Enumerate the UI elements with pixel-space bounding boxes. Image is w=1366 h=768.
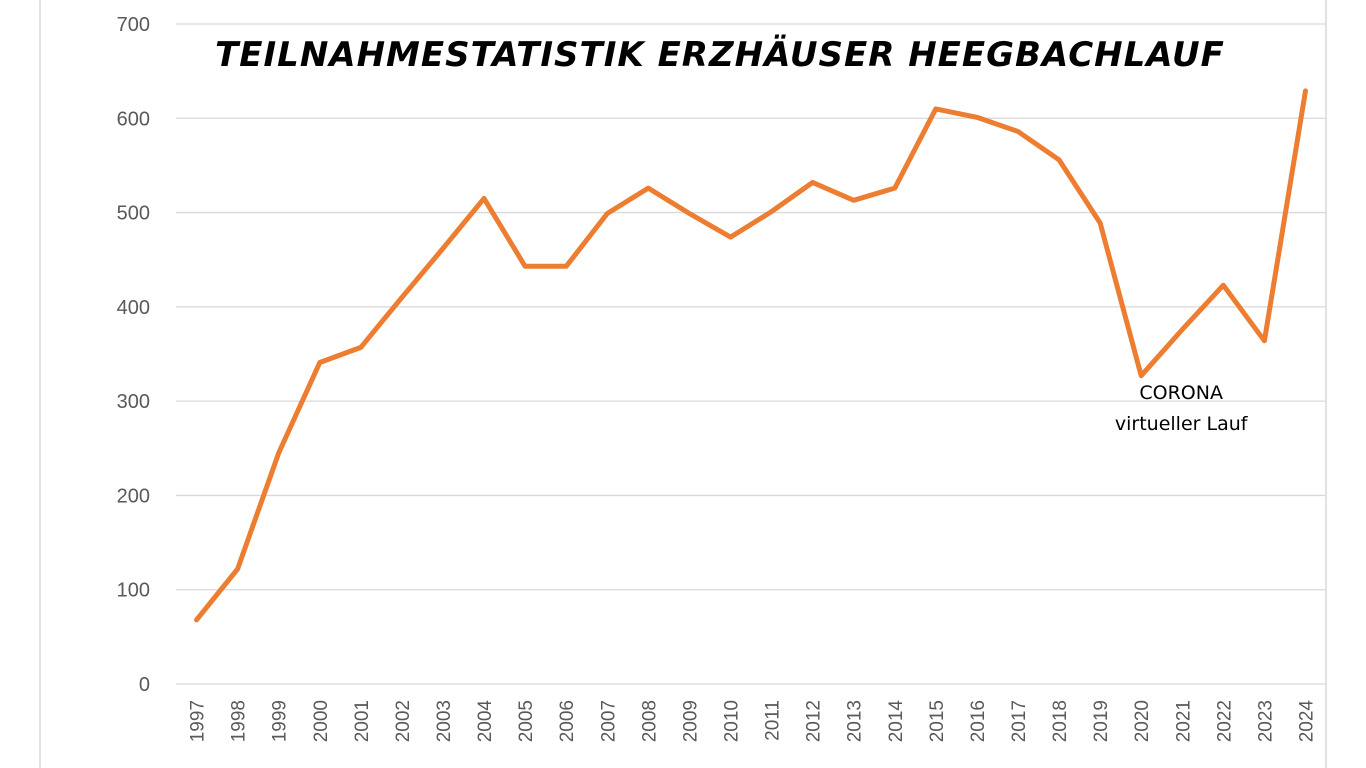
x-tick-label: 2017 xyxy=(1009,700,1030,742)
annotations: CORONA virtueller Lauf xyxy=(1115,382,1249,435)
data-point xyxy=(564,264,568,268)
x-tick-label: 2010 xyxy=(721,700,742,742)
x-tick-label: 2012 xyxy=(804,700,825,742)
x-tick-label: 2023 xyxy=(1255,700,1276,742)
data-point xyxy=(1098,221,1102,225)
x-tick-label: 2013 xyxy=(845,700,866,742)
data-point xyxy=(441,246,445,250)
x-tick-label: 2007 xyxy=(598,700,619,742)
data-point xyxy=(811,180,815,184)
data-point xyxy=(523,264,527,268)
data-point xyxy=(318,360,322,364)
data-point xyxy=(852,198,856,202)
x-tick-label: 1998 xyxy=(229,700,250,742)
x-tick-label: 2014 xyxy=(886,700,907,743)
y-tick-label: 100 xyxy=(117,580,150,602)
data-point xyxy=(400,295,404,299)
y-tick-label: 200 xyxy=(117,485,150,507)
x-tick-label: 2015 xyxy=(927,700,948,742)
x-tick-label: 2016 xyxy=(968,700,989,742)
x-tick-label: 2001 xyxy=(352,700,373,742)
x-tick-label: 2024 xyxy=(1296,700,1317,743)
x-tick-label: 2006 xyxy=(557,700,578,742)
data-point xyxy=(1221,283,1225,287)
x-tick-label: 1999 xyxy=(270,700,291,742)
x-tick-label: 2004 xyxy=(475,700,496,743)
data-point xyxy=(195,618,199,622)
data-point xyxy=(605,212,609,216)
series-line-0 xyxy=(194,88,1308,623)
data-point xyxy=(770,210,774,214)
x-tick-label: 2011 xyxy=(763,700,784,741)
data-point xyxy=(359,345,363,349)
data-point xyxy=(934,107,938,111)
data-point xyxy=(1262,339,1266,343)
series-lines xyxy=(194,88,1308,623)
x-axis-tick-labels: 1997 1998 1999 2000 2001 2002 2003 2004 2005 2006… xyxy=(188,700,1318,743)
chart-title: TEILNAHMESTATISTIK ERZHÄUSER HEEGBACHLAU… xyxy=(215,34,1225,75)
x-tick-label: 2005 xyxy=(516,700,537,742)
x-tick-label: 1997 xyxy=(188,700,209,742)
x-tick-label: 2021 xyxy=(1173,700,1194,742)
data-point xyxy=(1057,158,1061,162)
data-point xyxy=(1303,89,1307,93)
x-tick-label: 2002 xyxy=(393,700,414,742)
y-tick-label: 0 xyxy=(139,674,150,696)
y-tick-label: 400 xyxy=(117,297,150,319)
x-tick-label: 2019 xyxy=(1091,700,1112,742)
annotation-label: virtueller Lauf xyxy=(1115,413,1249,435)
x-tick-label: 2003 xyxy=(434,700,455,742)
data-point xyxy=(975,115,979,119)
data-point xyxy=(728,235,732,239)
data-point xyxy=(687,212,691,216)
data-point xyxy=(1016,129,1020,133)
x-tick-label: 2000 xyxy=(311,700,332,742)
x-tick-label: 2020 xyxy=(1132,700,1153,742)
x-tick-label: 2018 xyxy=(1050,700,1071,742)
x-tick-label: 2022 xyxy=(1214,700,1235,742)
data-point xyxy=(482,196,486,200)
annotation-label: CORONA xyxy=(1139,382,1223,404)
data-point xyxy=(236,567,240,571)
y-axis-tick-labels: 0 100 200 300 400 500 600 700 xyxy=(117,14,150,696)
data-point xyxy=(277,451,281,455)
gridlines xyxy=(176,23,1326,685)
data-point xyxy=(1139,374,1143,378)
data-point xyxy=(1180,327,1184,331)
data-point xyxy=(646,186,650,190)
y-tick-label: 300 xyxy=(117,391,150,413)
y-tick-label: 500 xyxy=(117,203,150,225)
data-point xyxy=(893,186,897,190)
y-tick-label: 700 xyxy=(117,14,150,36)
y-tick-label: 600 xyxy=(117,108,150,130)
x-tick-label: 2009 xyxy=(680,700,701,742)
x-tick-label: 2008 xyxy=(639,700,660,742)
